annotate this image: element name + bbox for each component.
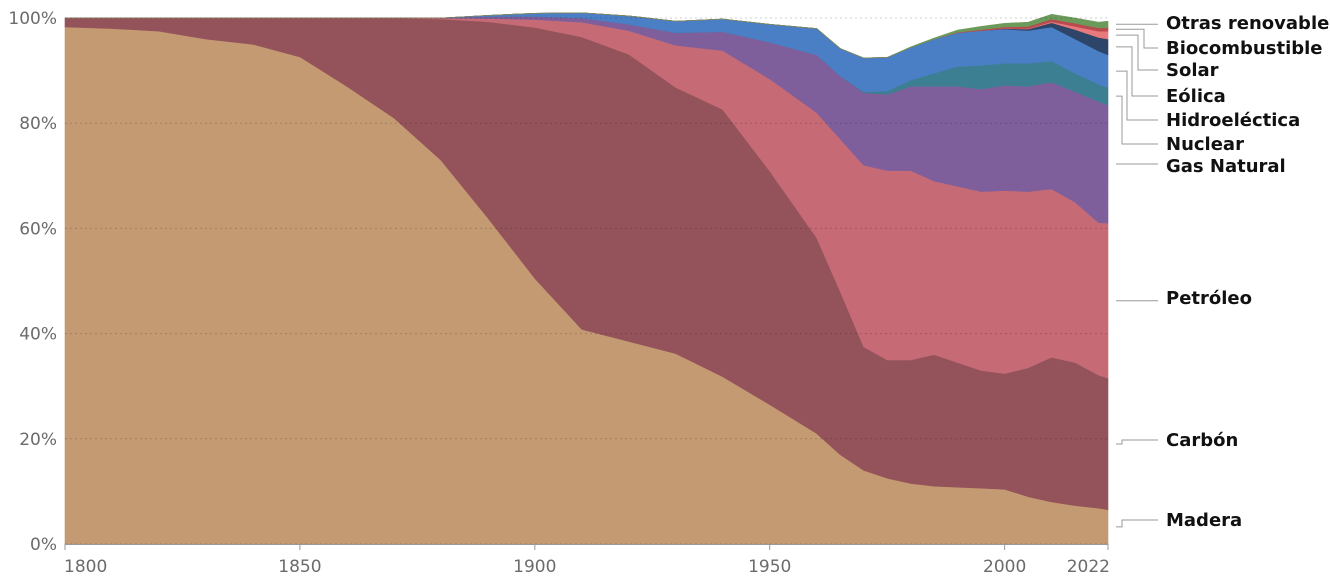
legend-leader-line <box>1116 519 1158 528</box>
y-tick-label: 0% <box>30 535 57 555</box>
x-tick-label: 2000 <box>983 557 1026 577</box>
legend-label: Carbón <box>1166 430 1238 451</box>
legend-label: Eólica <box>1166 86 1226 107</box>
x-tick-label: 1950 <box>748 557 791 577</box>
area-otras-renovables <box>65 12 1109 59</box>
y-tick-label: 60% <box>19 219 57 239</box>
legend-label: Otras renovables <box>1166 13 1330 34</box>
y-tick-label: 80% <box>19 114 57 134</box>
legend-leader-line <box>1116 70 1158 121</box>
legend-label: Petróleo <box>1166 288 1252 309</box>
y-tick-label: 100% <box>8 9 57 29</box>
x-tick-label: 1900 <box>513 557 556 577</box>
y-tick-label: 20% <box>19 430 57 450</box>
x-tick-label: 1850 <box>278 557 321 577</box>
legend-leader-line <box>1116 34 1158 71</box>
x-tick-label: 2022 <box>1067 557 1110 577</box>
legend-label: Biocombustible <box>1166 38 1323 59</box>
legend-label: Solar <box>1166 60 1219 81</box>
y-tick-label: 40% <box>19 325 57 345</box>
legend-label: Gas Natural <box>1166 156 1286 177</box>
legend-leader-line <box>1116 95 1158 145</box>
legend-label: Nuclear <box>1166 134 1244 155</box>
legend-label: Madera <box>1166 510 1242 531</box>
axes: 0% 20% 40% 60% 80% 100% 1800 1850 1900 1950 2000 20… <box>8 9 1110 577</box>
area-layer <box>64 12 1109 545</box>
legend-leader-line <box>1116 46 1158 97</box>
legend-label: Hidroeléctica <box>1166 110 1300 131</box>
legend-leader-line <box>1116 28 1158 49</box>
legend-leader-line <box>1116 439 1158 445</box>
x-tick-label: 1800 <box>64 557 107 577</box>
